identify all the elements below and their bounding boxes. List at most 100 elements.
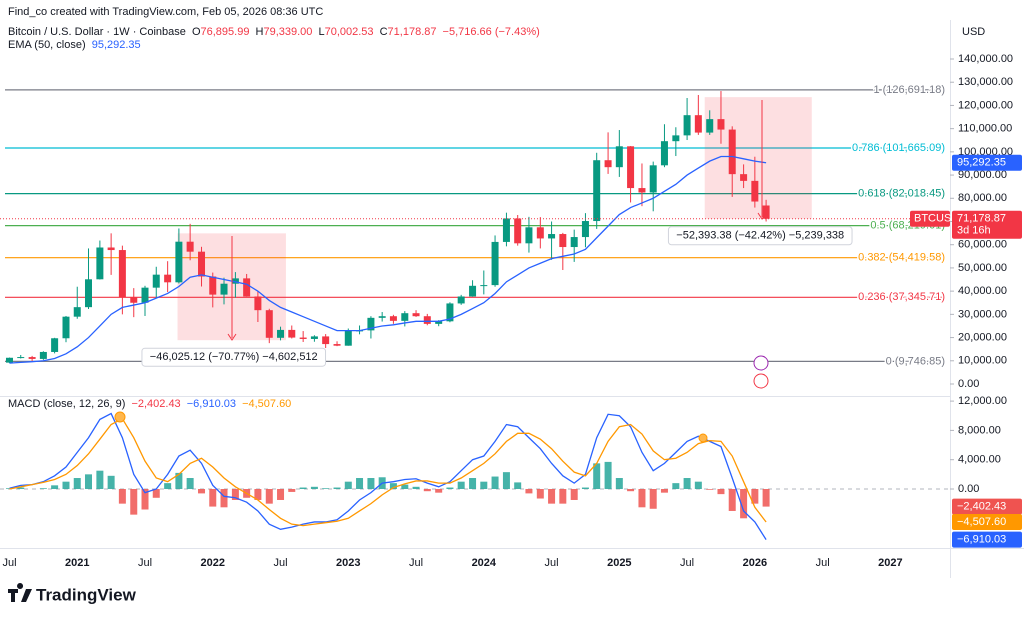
candle-body — [706, 119, 714, 133]
candle-body — [559, 234, 567, 248]
histogram-bar — [740, 488, 748, 519]
ohlc-key: O — [192, 26, 201, 38]
histogram-bar — [231, 488, 239, 500]
candle-body — [423, 316, 431, 324]
candle-body — [198, 251, 206, 277]
histogram-bar — [118, 488, 126, 504]
event-icon[interactable] — [753, 355, 769, 371]
histogram-bar — [480, 481, 488, 489]
candle-body — [5, 357, 13, 363]
x-tick-label: 2026 — [743, 557, 767, 569]
hist-value: −2,402.43 — [131, 398, 180, 410]
candle-body — [672, 135, 680, 142]
histogram-bar — [604, 461, 612, 489]
ema-line — [9, 155, 767, 364]
price-axis: 0.00 10,000.00 20,000.00 30,000.00 40,000.00… — [910, 53, 1022, 548]
histogram-bar — [615, 478, 623, 489]
histogram-bar — [593, 463, 601, 489]
candle-body — [344, 330, 352, 346]
fib-label: 0 (9,746.85) — [886, 355, 945, 367]
y-tick-label: 50,000.00 — [958, 262, 1007, 274]
histogram-bar — [367, 478, 375, 489]
y-tick-label: 0.00 — [958, 378, 979, 390]
signal-marker — [114, 411, 126, 423]
fib-label: 1 (126,691.18) — [873, 84, 945, 96]
value-badge — [952, 531, 1022, 548]
histogram-bar — [581, 487, 589, 489]
candle-body — [536, 227, 544, 239]
ohlc-value: 79,339.00 — [263, 26, 312, 38]
price-pane: 1 (126,691.18) 0.786 (101,665.09) 0.618 (8… — [0, 82, 950, 369]
range-arrow-head — [227, 333, 237, 341]
histogram-bar — [559, 488, 567, 504]
x-axis: Jul 2021 Jul 2022 Jul 2023 Jul 2024 Jul 2025 Jul 20… — [2, 557, 965, 569]
candle-body — [627, 146, 635, 189]
histogram-bar — [389, 483, 397, 489]
histogram-bar — [570, 488, 578, 500]
candle-body — [118, 250, 126, 298]
candle-body — [502, 218, 510, 242]
candle-body — [243, 278, 251, 297]
y-tick-label: 80,000.00 — [958, 192, 1007, 204]
y-tick-label: 4,000.00 — [958, 454, 1001, 466]
signal-value: −4,507.60 — [242, 398, 291, 410]
histogram-bar — [333, 487, 341, 489]
candle-body — [548, 234, 556, 239]
fib-label: 0.236 (37,345.71) — [858, 291, 945, 303]
histogram-bar — [627, 488, 635, 492]
candle-body — [683, 115, 691, 136]
candle-body — [254, 296, 262, 311]
x-tick-label: Jul — [951, 557, 965, 569]
symbol: Bitcoin / U.S. Dollar · 1W · Coinbase — [8, 26, 186, 38]
histogram-bar — [751, 488, 759, 504]
histogram-bar — [423, 488, 431, 492]
y-tick-label: 100,000.00 — [958, 146, 1013, 158]
candle-body — [288, 329, 296, 338]
candle-body — [751, 180, 759, 202]
y-tick-label: 90,000.00 — [958, 169, 1007, 181]
histogram-bar — [638, 488, 646, 508]
candle-body — [175, 241, 183, 283]
histogram-bar — [254, 488, 262, 500]
histogram-bar — [525, 488, 533, 494]
x-tick-label: Jul — [138, 557, 152, 569]
event-icon[interactable] — [753, 373, 769, 389]
candle-body — [694, 115, 702, 133]
histogram-bar — [152, 488, 160, 498]
x-tick-label: Jul — [545, 557, 559, 569]
histogram-bar — [344, 481, 352, 489]
candle-body — [638, 188, 646, 193]
y-tick-label: 10,000.00 — [958, 355, 1007, 367]
macd-title: MACD (close, 12, 26, 9) — [8, 398, 125, 410]
candle-body — [322, 336, 330, 345]
candle-body — [389, 316, 397, 321]
candle-body — [367, 317, 375, 331]
histogram-bar — [694, 481, 702, 489]
histogram-bar — [299, 487, 307, 489]
candle-body — [96, 247, 104, 280]
histogram-bar — [728, 488, 736, 511]
histogram-bar — [469, 478, 477, 489]
symbol-badge-label: BTCUSD — [914, 213, 959, 225]
ohlc-key: H — [256, 26, 264, 38]
candle-body — [593, 160, 601, 222]
histogram-bar — [62, 481, 70, 489]
symbol-legend: Bitcoin / U.S. Dollar · 1W · Coinbase O 7… — [8, 26, 540, 38]
candle-body — [220, 283, 228, 295]
value-badge — [952, 514, 1022, 531]
histogram-bar — [39, 488, 47, 489]
candle-body — [469, 285, 477, 297]
price-badge-label: 71,178.87 — [957, 213, 1006, 225]
ohlc-value: 71,178.87 — [388, 26, 437, 38]
histogram-bar — [502, 472, 510, 489]
candle-body — [39, 351, 47, 359]
histogram-bar — [288, 488, 296, 492]
candle-body — [299, 337, 307, 339]
x-tick-label: 2022 — [201, 557, 225, 569]
histogram-bar — [141, 488, 149, 510]
histogram-bar — [435, 488, 443, 493]
y-tick-label: 110,000.00 — [958, 123, 1012, 135]
histogram-bar — [401, 484, 409, 489]
y-tick-label: 8,000.00 — [958, 424, 1001, 436]
range-arrow-head — [757, 212, 767, 220]
